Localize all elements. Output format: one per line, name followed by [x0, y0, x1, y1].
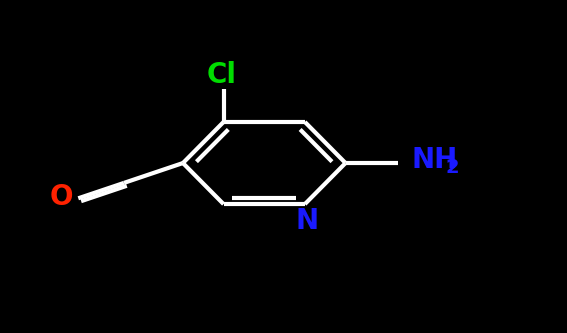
Text: 2: 2: [446, 158, 459, 177]
Text: O: O: [50, 183, 73, 211]
Text: N: N: [295, 207, 319, 235]
Text: Cl: Cl: [206, 61, 236, 89]
Text: NH: NH: [412, 146, 458, 174]
